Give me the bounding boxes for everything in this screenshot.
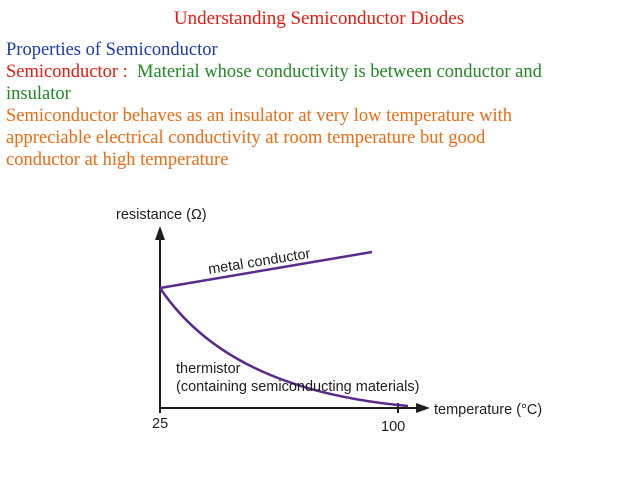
section-heading: Properties of Semiconductor — [6, 40, 218, 60]
definition-line-1: Semiconductor : Material whose conductiv… — [6, 61, 632, 83]
metal-conductor-line — [159, 250, 373, 290]
definition-text: Material whose conductivity is between c… — [137, 62, 542, 82]
thermistor-sublabel: (containing semiconducting materials) — [176, 379, 419, 395]
thermistor-curve — [158, 287, 409, 408]
metal-conductor-label: metal conductor — [207, 246, 312, 278]
x-axis-arrowhead — [416, 403, 430, 413]
x-tick-label-100: 100 — [381, 419, 405, 435]
x-tick-label-25: 25 — [152, 416, 168, 432]
definition-separator: : — [118, 62, 138, 82]
description-line-3: conductor at high temperature — [6, 150, 229, 170]
description-line-2: appreciable electrical conductivity at r… — [6, 128, 486, 148]
definition-line-2: insulator — [6, 84, 71, 104]
x-axis-label: temperature (°C) — [434, 402, 542, 418]
slide-title: Understanding Semiconductor Diodes — [173, 8, 465, 29]
description-line-1: Semiconductor behaves as an insulator at… — [6, 106, 513, 126]
y-axis-arrowhead — [155, 226, 165, 240]
definition-term: Semiconductor — [6, 62, 119, 82]
thermistor-label: thermistor — [176, 361, 241, 377]
slide-body: Properties of Semiconductor Semiconducto… — [6, 39, 632, 171]
y-axis-label: resistance (Ω) — [116, 207, 207, 223]
